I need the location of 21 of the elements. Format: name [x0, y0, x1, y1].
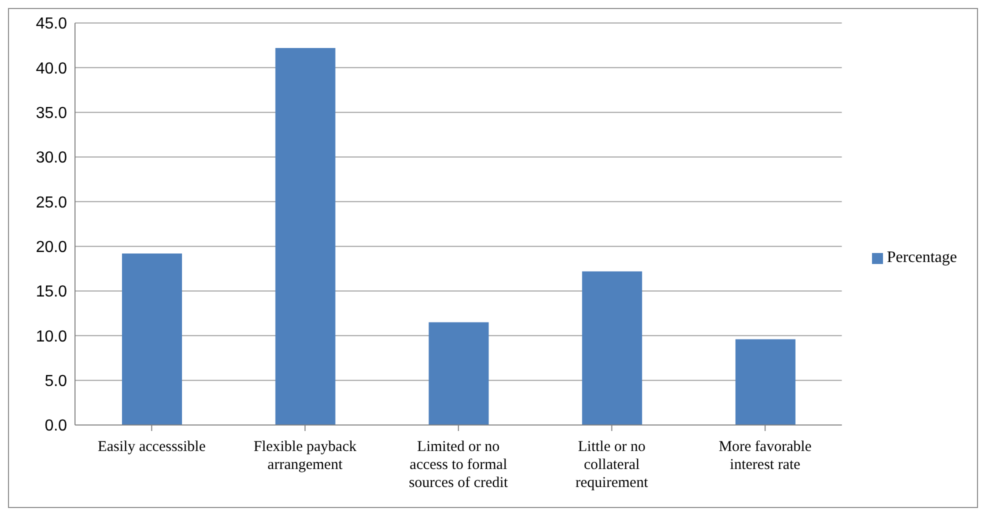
y-tick-label: 15.0: [36, 284, 68, 301]
x-tick-label: Easily accesssible: [98, 439, 206, 455]
y-tick-label: 20.0: [36, 239, 68, 256]
y-tick-label: 5.0: [44, 373, 68, 390]
bar: [582, 271, 642, 425]
x-tick-label: Little or no collateral requirement: [576, 439, 649, 491]
bar: [275, 48, 336, 425]
x-tick-label: More favorable interest rate: [718, 439, 812, 473]
y-tick-label: 35.0: [36, 105, 68, 122]
legend-label: Percentage: [886, 249, 957, 266]
y-tick-label: 0.0: [44, 418, 68, 435]
bar: [735, 339, 796, 425]
bar: [428, 322, 489, 425]
y-tick-label: 40.0: [36, 60, 68, 78]
y-tick-label: 30.0: [36, 150, 68, 167]
y-tick-label: 25.0: [36, 194, 68, 212]
y-tick-label: 45.0: [36, 16, 68, 33]
y-tick-label: 10.0: [36, 328, 68, 346]
x-tick-label: Limited or no access to formal sources of credit: [408, 439, 509, 491]
bar: [122, 253, 182, 425]
x-tick-label: Flexible payback arrangement: [254, 439, 357, 473]
